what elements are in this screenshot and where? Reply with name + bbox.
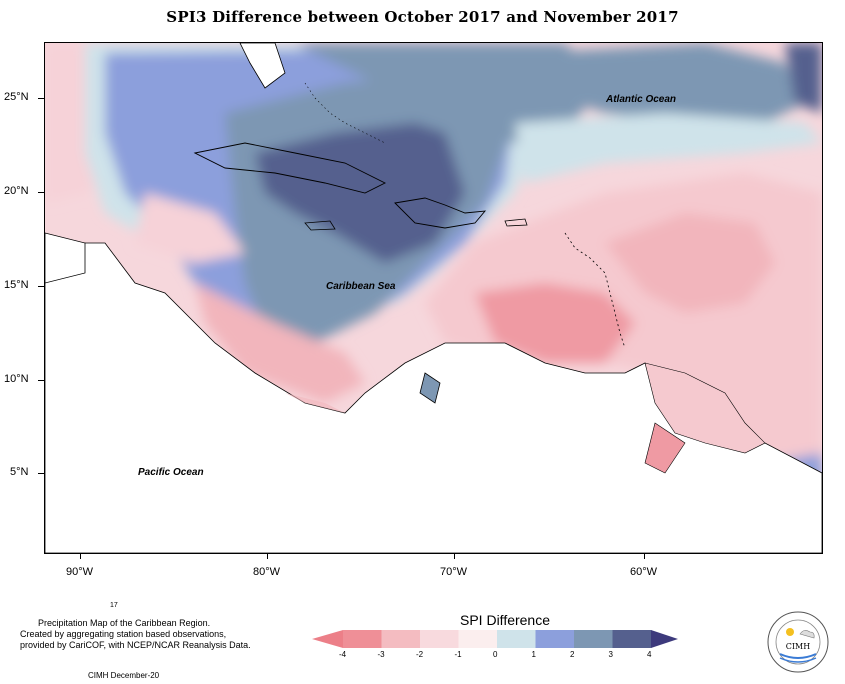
legend-ticks: -4 -3 -2 -1 0 1 2 3 4 (312, 650, 682, 662)
footer-credit: CIMH December-20 (88, 671, 160, 680)
sun-icon (786, 628, 794, 636)
lat-tick (38, 98, 44, 99)
lat-label-25n: 25°N (4, 91, 29, 103)
legend-tick-label: 0 (493, 650, 498, 659)
lat-tick (38, 473, 44, 474)
legend-arrow-high (651, 630, 678, 648)
label-caribbean-sea: Caribbean Sea (326, 281, 396, 292)
lon-tick (644, 553, 645, 559)
lon-tick (267, 553, 268, 559)
waves-icon (779, 653, 817, 659)
legend-swatch (343, 630, 382, 648)
lon-label-90w: 90°W (66, 566, 94, 578)
lon-label-70w: 70°W (440, 566, 468, 578)
lat-tick (38, 192, 44, 193)
legend-swatches (343, 630, 652, 648)
map-panel (44, 42, 823, 554)
land-florida (239, 43, 286, 89)
lon-tick (454, 553, 455, 559)
lon-label-60w: 60°W (630, 566, 658, 578)
lat-label-10n: 10°N (4, 373, 29, 385)
lake-maracaibo (419, 372, 441, 404)
legend-tick-label: -1 (454, 650, 462, 659)
island-hispaniola (394, 197, 487, 229)
legend-colorbar (312, 630, 678, 648)
lon-label-80w: 80°W (253, 566, 281, 578)
label-atlantic-ocean: Atlantic Ocean (606, 94, 677, 105)
footer-line-1: Precipitation Map of the Caribbean Regio… (38, 618, 211, 628)
legend-swatch (497, 630, 536, 648)
lat-label-15n: 15°N (4, 279, 29, 291)
legend-tick-label: -4 (339, 650, 347, 659)
spi-field (45, 43, 822, 513)
lesser-antilles (564, 232, 626, 349)
logo-text: CIMH (786, 642, 810, 651)
label-pacific-ocean: Pacific Ocean (138, 467, 204, 478)
lat-label-5n: 5°N (10, 466, 29, 478)
footer-number: 17 (110, 602, 118, 609)
legend-title: SPI Difference (460, 612, 551, 628)
legend-swatch (574, 630, 613, 648)
legend-tick-label: 3 (608, 650, 613, 659)
legend-swatch (420, 630, 459, 648)
legend-swatch (458, 630, 498, 648)
island-cuba (193, 142, 387, 194)
cloud-icon (799, 630, 815, 639)
island-jamaica (304, 220, 336, 231)
footer-line-3: provided by CariCOF, with NCEP/NCAR Rean… (20, 640, 251, 650)
legend-tick-label: 4 (647, 650, 652, 659)
map-title: SPI3 Difference between October 2017 and… (166, 8, 679, 26)
legend-tick-label: -3 (377, 650, 385, 659)
legend-tick-label: -2 (416, 650, 424, 659)
legend-tick-label: 1 (531, 650, 536, 659)
legend-arrow-low (312, 630, 343, 648)
footer-line-2: Created by aggregating station based obs… (20, 629, 227, 639)
legend-swatch (535, 630, 575, 648)
lon-tick (80, 553, 81, 559)
cimh-logo: CIMH (767, 611, 829, 673)
lat-tick (38, 286, 44, 287)
lat-tick (38, 380, 44, 381)
spi-difference-map (45, 43, 822, 553)
legend-tick-label: 2 (570, 650, 575, 659)
island-puerto-rico (504, 218, 528, 227)
legend-swatch (612, 630, 652, 648)
legend-swatch (381, 630, 421, 648)
lat-label-20n: 20°N (4, 185, 29, 197)
